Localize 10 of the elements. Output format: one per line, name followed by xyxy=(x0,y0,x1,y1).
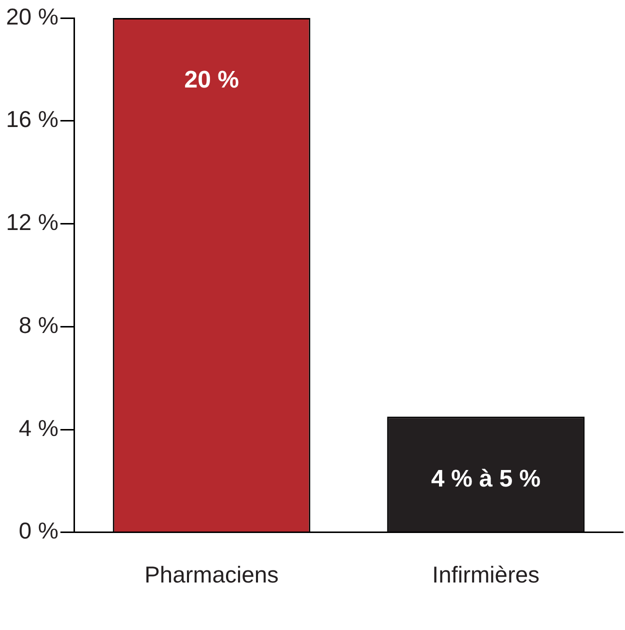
y-tick-label: 20 % xyxy=(6,3,58,30)
data-label: 20 % xyxy=(184,66,239,94)
y-tick-label: 16 % xyxy=(6,106,58,132)
y-tick-label: 4 % xyxy=(18,414,58,441)
y-tick-label: 0 % xyxy=(18,518,58,544)
x-tick-label: Pharmaciens xyxy=(144,562,279,588)
y-tick-label: 12 % xyxy=(6,209,58,236)
y-tick-label: 8 % xyxy=(18,312,58,338)
data-label: 4 % à 5 % xyxy=(431,465,541,492)
x-tick-label: Infirmières xyxy=(432,562,540,588)
